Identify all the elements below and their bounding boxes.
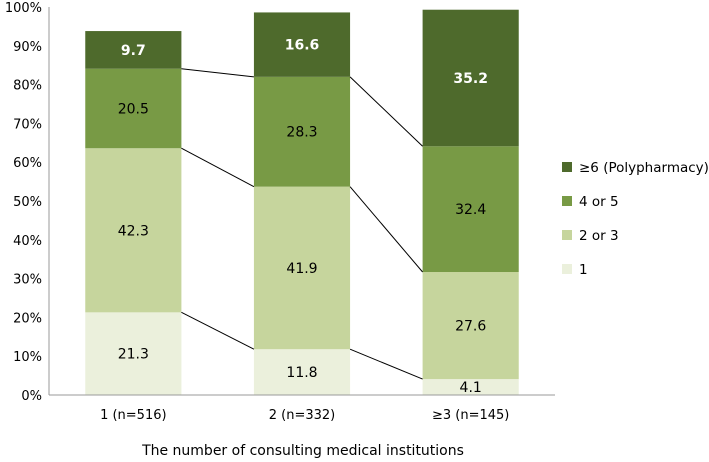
segment-value-label: 21.3	[118, 347, 149, 363]
bar-segment	[85, 31, 182, 69]
segment-value-label: 27.6	[455, 319, 486, 335]
y-tick-label: 90%	[13, 40, 42, 55]
legend-swatch	[562, 196, 572, 206]
segment-value-label: 32.4	[455, 202, 486, 218]
bar-segment	[253, 349, 351, 395]
segment-value-label: 35.2	[453, 71, 488, 87]
series-connector-lines	[181, 68, 423, 380]
y-tick-label: 40%	[13, 234, 42, 249]
bar-segment	[422, 146, 519, 273]
segment-value-label: 16.6	[285, 38, 320, 54]
y-tick-label: 20%	[13, 311, 42, 326]
x-tick-label: ≥3 (n=145)	[432, 408, 509, 423]
y-tick-label: 70%	[13, 117, 42, 132]
legend-swatch	[562, 230, 572, 240]
bar-segment	[85, 312, 182, 395]
bar-segment	[85, 68, 182, 149]
series-connector-line	[181, 147, 255, 188]
legend: ≥6 (Polypharmacy) 4 or 5 2 or 3 1	[562, 160, 709, 278]
segment-value-label: 41.9	[286, 261, 317, 277]
bar-segment	[422, 379, 519, 395]
legend-label: ≥6 (Polypharmacy)	[579, 160, 709, 176]
bar-segment	[422, 272, 519, 380]
y-tick-label: 100%	[5, 1, 42, 16]
segment-value-label: 4.1	[460, 380, 482, 396]
bar-segment	[253, 76, 351, 187]
legend-label: 1	[579, 262, 588, 278]
series-connector-line	[181, 68, 254, 78]
y-tick-labels: 0% 10% 20% 30% 40% 50% 60% 70% 80% 90% 100%	[5, 1, 42, 404]
bar-segments	[85, 9, 519, 395]
x-tick-labels: 1 (n=516) 2 (n=332) ≥3 (n=145)	[100, 408, 509, 423]
x-tick-label: 2 (n=332)	[269, 408, 336, 423]
segment-data-labels: 21.3 42.3 20.5 9.7 11.8 41.9 28.3 16.6 4.1 27.6 32…	[118, 38, 488, 396]
bar-segment	[253, 12, 351, 77]
segment-value-label: 42.3	[118, 223, 149, 239]
bar-segment	[85, 148, 182, 313]
segment-value-label: 28.3	[286, 125, 317, 141]
segment-value-label: 20.5	[118, 101, 149, 117]
bar-segment	[422, 9, 519, 147]
legend-label: 2 or 3	[579, 228, 619, 244]
series-connector-line	[349, 76, 423, 147]
x-axis-title: The number of consulting medical institu…	[141, 443, 464, 459]
series-connector-line	[181, 311, 255, 350]
y-tick-label: 0%	[21, 389, 42, 404]
segment-value-label: 11.8	[286, 365, 317, 381]
y-tick-label: 10%	[13, 350, 42, 365]
y-tick-label: 30%	[13, 273, 42, 288]
segment-value-label: 9.7	[121, 43, 146, 59]
legend-label: 4 or 5	[579, 194, 619, 210]
y-tick-label: 80%	[13, 79, 42, 94]
x-tick-label: 1 (n=516)	[100, 408, 167, 423]
legend-swatch	[562, 264, 572, 274]
y-tick-label: 60%	[13, 156, 42, 171]
legend-swatch	[562, 162, 572, 172]
series-connector-line	[349, 186, 423, 273]
series-connector-line	[349, 348, 423, 380]
bar-segment	[253, 186, 351, 350]
y-tick-label: 50%	[13, 195, 42, 210]
